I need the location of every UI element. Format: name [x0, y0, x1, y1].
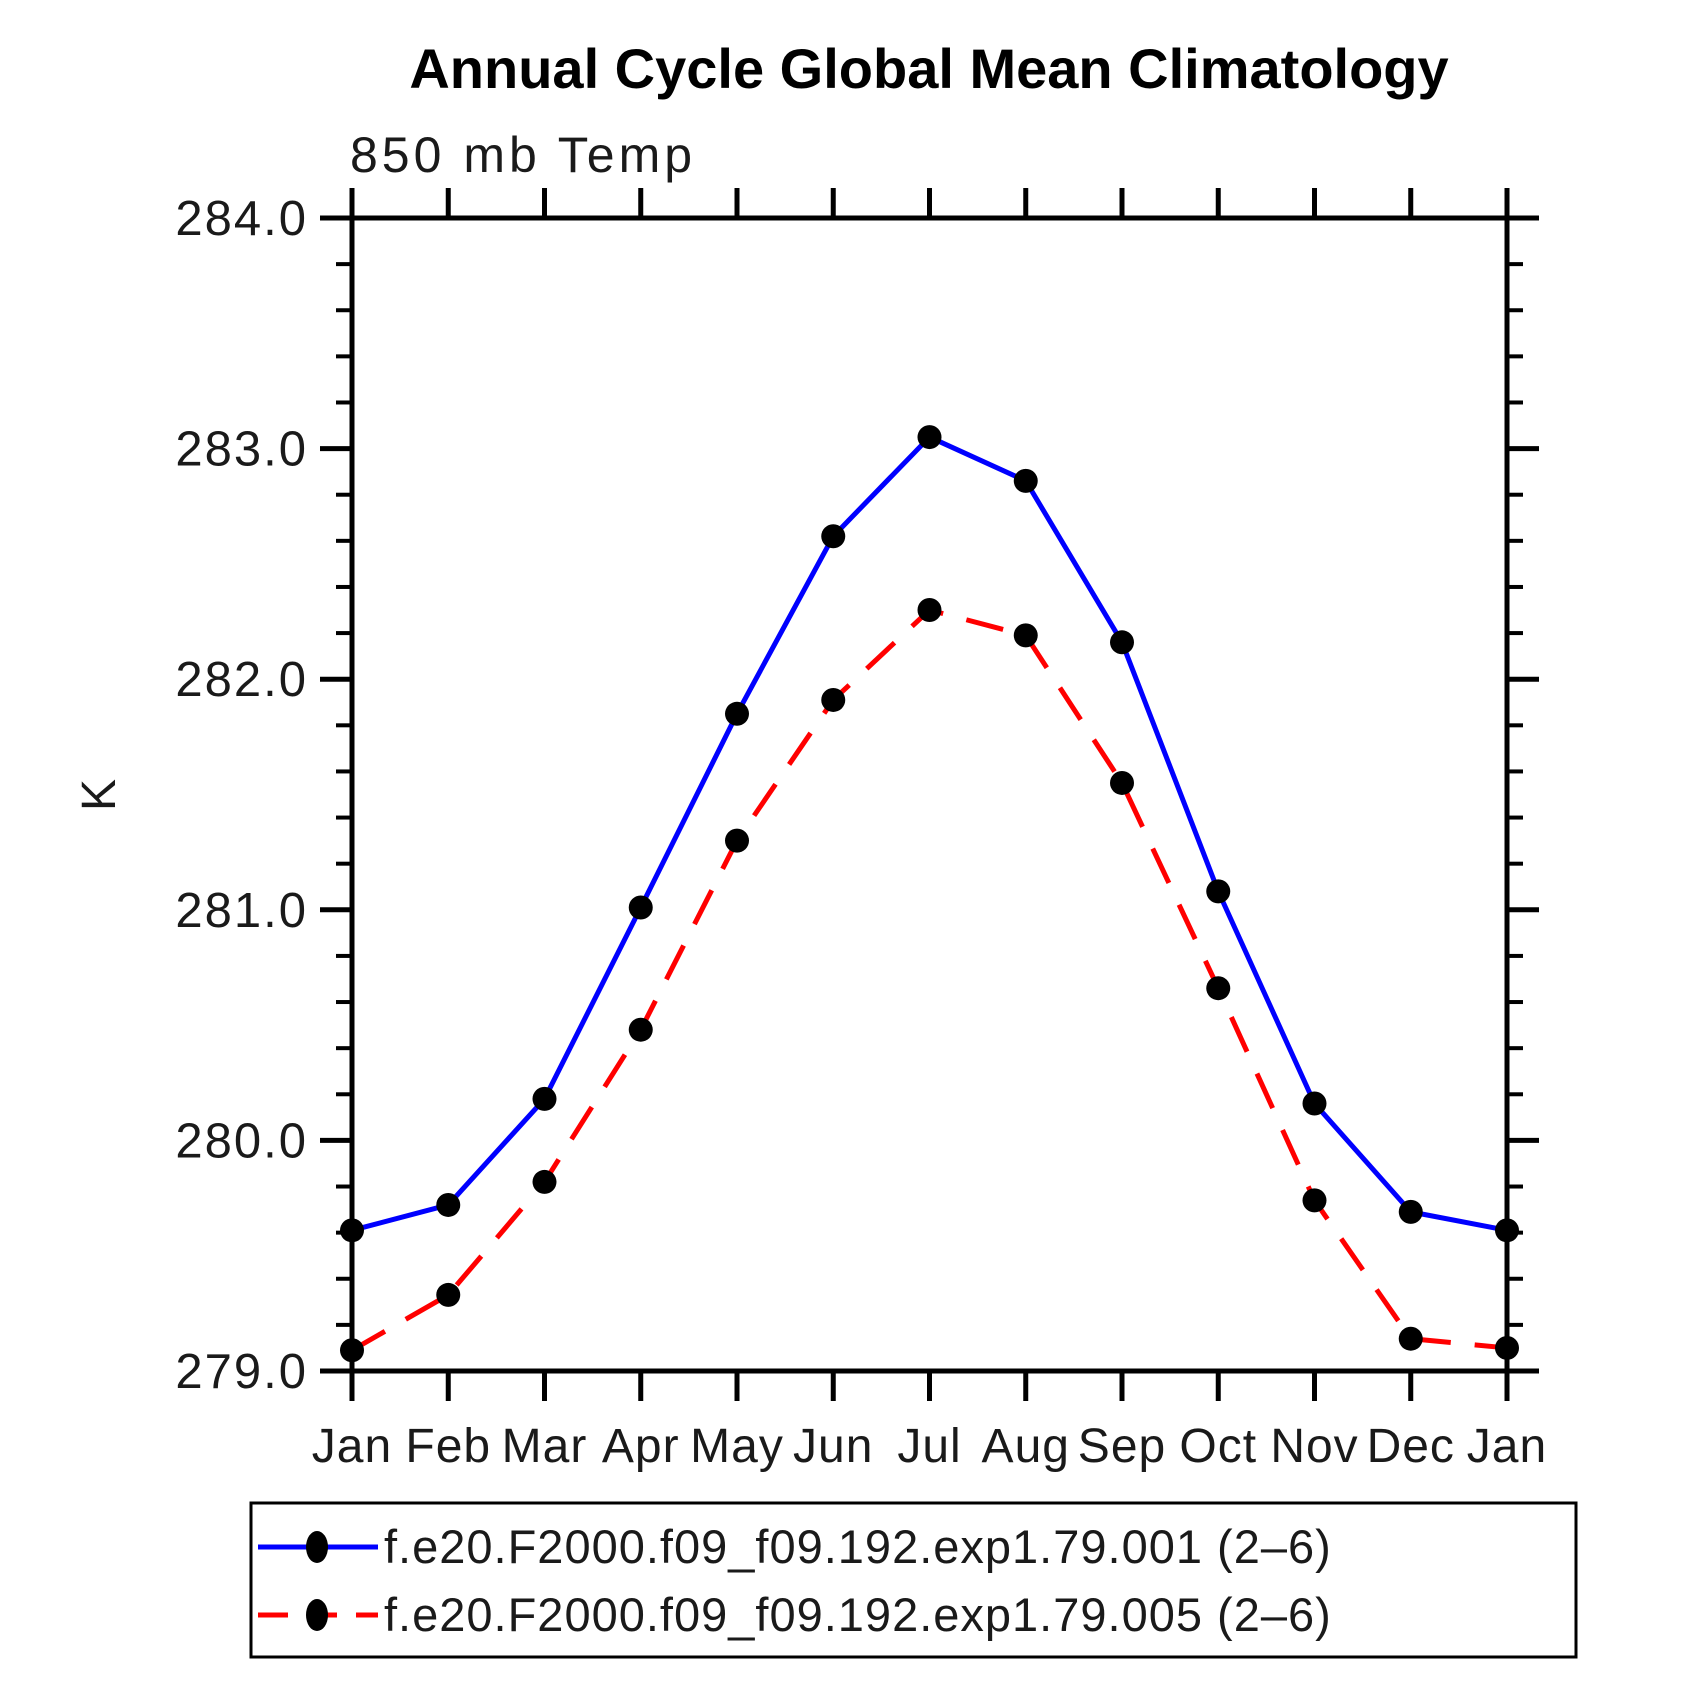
x-tick-label: Oct — [1179, 1420, 1257, 1473]
x-tick-label: Jul — [897, 1420, 961, 1473]
data-point-marker-1 — [725, 828, 749, 853]
x-tick-label: Apr — [602, 1420, 680, 1473]
data-point-marker-0 — [1398, 1199, 1423, 1224]
legend-entry-label-0: f.e20.F2000.f09_f09.192.exp1.79.001 (2–6… — [384, 1520, 1332, 1573]
data-point-marker-1 — [917, 598, 942, 623]
data-point-marker-0 — [1013, 468, 1038, 493]
legend-marker-0 — [306, 1531, 328, 1563]
plot-area: Jan Feb Mar Apr May Jun Jul Aug Sep Oct Nov Dec Jan2… — [175, 188, 1547, 1473]
y-tick-label: 282.0 — [175, 653, 308, 707]
data-point-marker-0 — [821, 524, 846, 549]
data-point-marker-1 — [1013, 623, 1038, 648]
legend: f.e20.F2000.f09_f09.192.exp1.79.001 (2–6… — [249, 1501, 1578, 1659]
data-point-marker-1 — [436, 1282, 461, 1307]
data-point-marker-0 — [340, 1218, 364, 1243]
data-point-marker-0 — [917, 425, 942, 450]
data-point-marker-1 — [1302, 1188, 1327, 1213]
data-point-marker-1 — [1110, 770, 1134, 795]
data-point-marker-0 — [1110, 630, 1134, 655]
data-point-marker-1 — [1206, 976, 1231, 1001]
y-tick-label: 279.0 — [175, 1345, 308, 1399]
chart-subtitle: 850 mb Temp — [350, 127, 696, 183]
series-line-1 — [350, 607, 1508, 1353]
x-tick-label: Aug — [982, 1420, 1070, 1473]
data-point-marker-0 — [725, 701, 749, 726]
x-tick-label: Sep — [1078, 1420, 1166, 1473]
x-tick-label: Jun — [793, 1420, 873, 1473]
series-line-0 — [351, 434, 1508, 1233]
data-point-marker-1 — [532, 1169, 557, 1194]
x-tick-label: Jan — [312, 1420, 392, 1473]
data-point-marker-1 — [628, 1017, 653, 1042]
data-point-marker-1 — [340, 1338, 364, 1363]
y-tick-label: 280.0 — [175, 1114, 308, 1168]
data-point-marker-0 — [1206, 879, 1231, 904]
y-tick-label: 283.0 — [175, 423, 308, 477]
x-tick-label: Jan — [1467, 1420, 1547, 1473]
y-tick-label: 284.0 — [175, 192, 308, 246]
legend-entry-label-1: f.e20.F2000.f09_f09.192.exp1.79.005 (2–6… — [384, 1588, 1332, 1641]
x-tick-label: May — [690, 1420, 784, 1473]
plot-frame — [349, 215, 1510, 1374]
x-tick-label: Dec — [1367, 1420, 1455, 1473]
data-point-marker-0 — [436, 1192, 461, 1217]
data-point-marker-1 — [1398, 1326, 1423, 1351]
legend-box — [249, 1501, 1578, 1659]
chart-title: Annual Cycle Global Mean Climatology — [409, 37, 1448, 100]
legend-marker-1 — [306, 1599, 328, 1631]
x-tick-label: Nov — [1270, 1420, 1358, 1473]
data-point-marker-0 — [532, 1086, 557, 1111]
data-point-marker-0 — [628, 895, 653, 920]
data-point-marker-0 — [1302, 1091, 1327, 1116]
x-tick-label: Feb — [405, 1420, 491, 1473]
y-axis-label: K — [73, 779, 126, 811]
y-tick-label: 281.0 — [175, 884, 308, 938]
data-point-marker-1 — [1495, 1335, 1519, 1360]
x-tick-label: Mar — [502, 1420, 588, 1473]
data-point-marker-1 — [821, 687, 846, 712]
data-point-marker-0 — [1495, 1218, 1519, 1243]
